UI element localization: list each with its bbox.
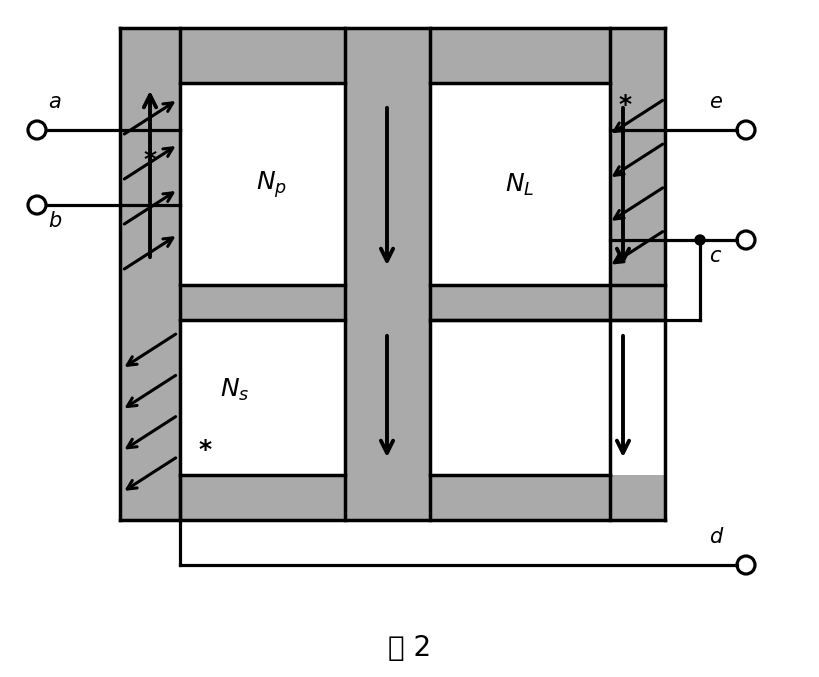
- Bar: [429, 83, 609, 285]
- Text: *: *: [618, 93, 631, 117]
- Text: e: e: [708, 92, 721, 112]
- Text: *: *: [198, 438, 211, 462]
- Text: 图 2: 图 2: [388, 634, 431, 662]
- Bar: [429, 320, 664, 475]
- Bar: [120, 28, 664, 520]
- Text: d: d: [708, 527, 722, 547]
- Text: $N_s$: $N_s$: [220, 377, 250, 403]
- Bar: [180, 320, 345, 475]
- Text: $N_L$: $N_L$: [505, 172, 534, 198]
- Bar: [180, 83, 345, 285]
- Text: a: a: [48, 92, 61, 112]
- Text: $N_p$: $N_p$: [256, 170, 287, 200]
- Circle shape: [695, 235, 704, 245]
- Text: b: b: [48, 211, 61, 231]
- Text: c: c: [708, 246, 720, 266]
- Text: *: *: [143, 148, 156, 172]
